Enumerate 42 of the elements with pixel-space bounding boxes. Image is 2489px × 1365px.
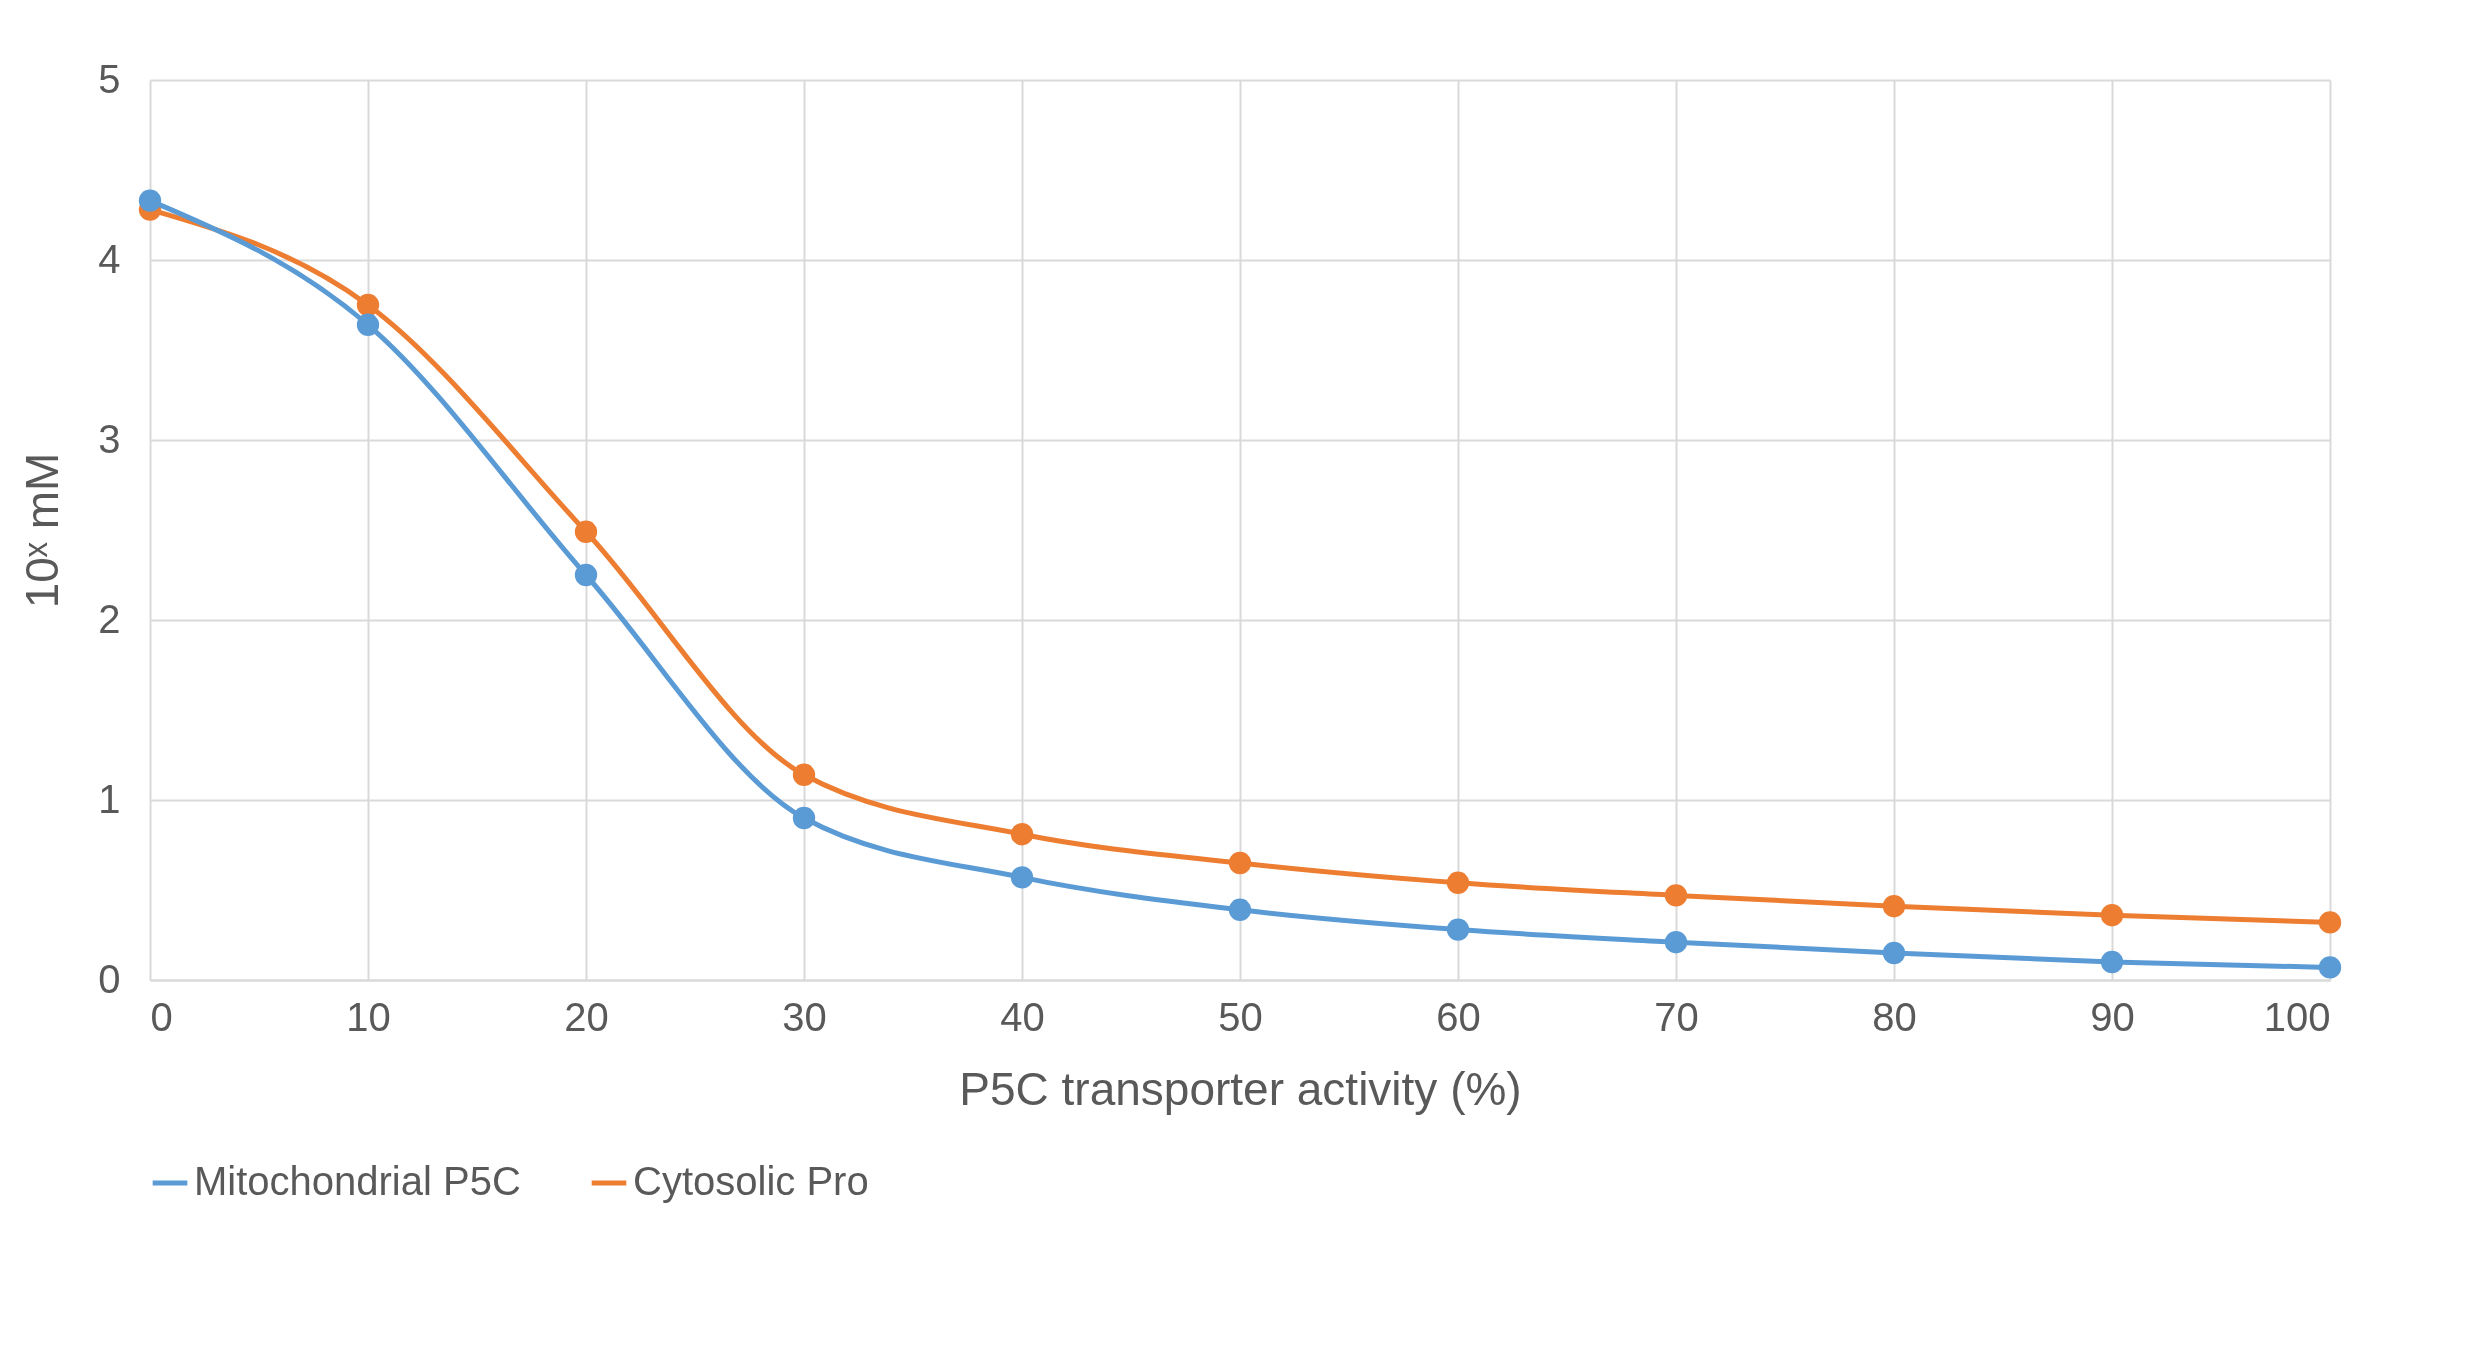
x-tick-label: 60	[1436, 994, 1481, 1039]
point	[1882, 895, 1906, 918]
x-tick-label: 0	[150, 994, 173, 1039]
legend-label: Cytosolic Pro	[633, 1159, 869, 1203]
point	[2318, 911, 2342, 934]
point	[574, 520, 598, 543]
point	[356, 293, 380, 317]
point	[1446, 918, 1470, 941]
point	[1664, 884, 1688, 907]
y-tick-label: 5	[98, 56, 121, 101]
x-tick-label: 80	[1872, 994, 1917, 1039]
point	[1882, 941, 1906, 965]
y-tick-label: 3	[98, 416, 121, 461]
point	[1228, 898, 1252, 921]
point	[1446, 871, 1470, 894]
point	[1664, 931, 1688, 954]
point	[792, 806, 816, 830]
x-tick-label: 10	[346, 994, 391, 1039]
point	[138, 189, 162, 212]
point	[356, 313, 380, 336]
x-tick-label: 50	[1218, 994, 1263, 1039]
point	[2318, 956, 2342, 979]
x-tick-label: 100	[2263, 994, 2331, 1039]
point	[1228, 851, 1252, 875]
x-tick-label: 70	[1654, 994, 1699, 1039]
y-tick-label: 1	[98, 776, 121, 821]
point	[2100, 950, 2124, 974]
point	[2100, 904, 2124, 927]
legend-label: Mitochondrial P5C	[194, 1159, 521, 1203]
point	[1010, 823, 1034, 846]
y-tick-label: 4	[98, 236, 121, 281]
point	[1010, 866, 1034, 889]
y-tick-label: 0	[98, 956, 121, 1001]
y-tick-label: 2	[98, 596, 121, 641]
x-tick-label: 40	[1000, 994, 1045, 1039]
x-tick-label: 90	[2090, 994, 2135, 1039]
x-axis-title: P5C transporter activity (%)	[959, 1062, 1522, 1115]
point	[792, 763, 816, 786]
point	[574, 563, 598, 587]
x-tick-label: 30	[782, 994, 827, 1039]
x-tick-label: 20	[564, 994, 609, 1039]
y-axis-title: 10ˣ mM	[16, 452, 69, 609]
